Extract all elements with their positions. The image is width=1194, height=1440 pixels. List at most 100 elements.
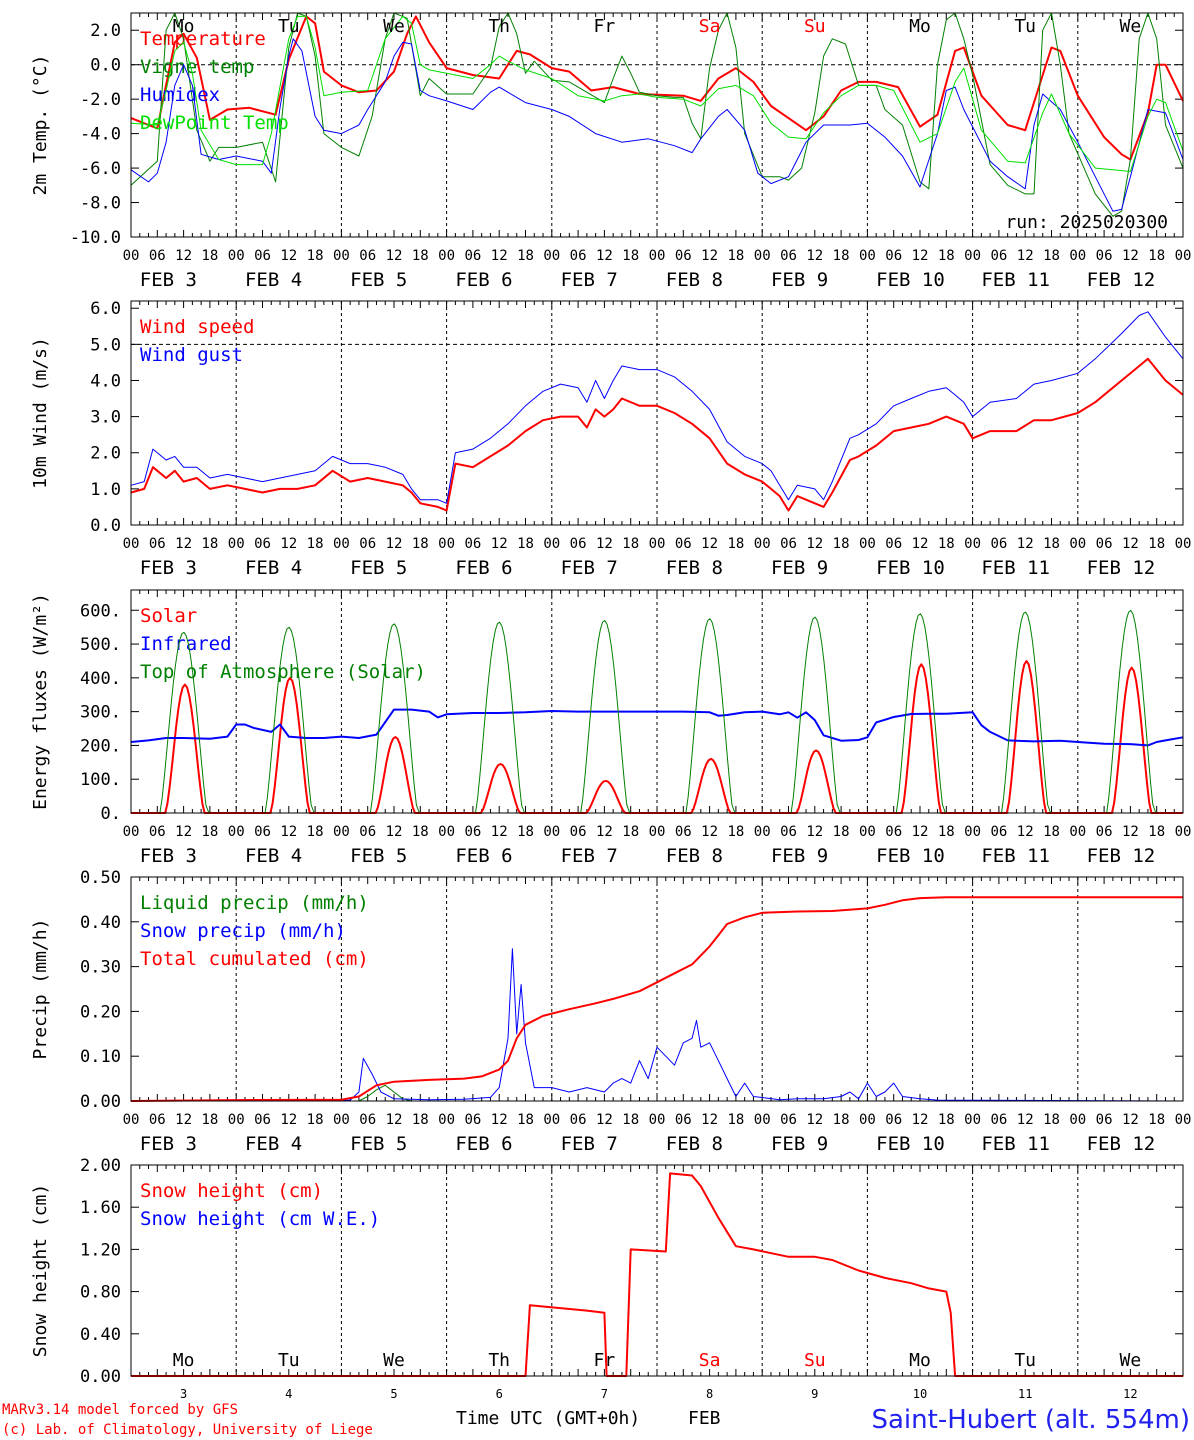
date-label: FEB 8 [666, 1133, 723, 1155]
panel-1: -10.0 -8.0 -6.0 -4.0 -2.0 0.0 2.0 2m Temp. (°C)… [30, 12, 1191, 291]
hour-label: 00 [543, 536, 560, 552]
hour-label: 00 [964, 824, 981, 840]
date-label: FEB 11 [981, 269, 1050, 291]
hour-label: 18 [307, 824, 324, 840]
month-label: FEB [688, 1408, 721, 1429]
hour-label: 18 [1148, 824, 1165, 840]
y-tick-label: 0.80 [80, 1283, 121, 1303]
y-tick-label: 2.0 [90, 21, 121, 41]
date-label: FEB 8 [666, 845, 723, 867]
weekday-label: Sa [699, 1350, 721, 1371]
hour-label: 06 [990, 824, 1007, 840]
y-tick-label: 300. [80, 703, 121, 723]
hour-label: 06 [149, 536, 166, 552]
date-label: FEB 8 [666, 269, 723, 291]
day-number: 8 [706, 1387, 713, 1401]
day-number: 5 [390, 1387, 397, 1401]
hour-label: 06 [254, 536, 271, 552]
hour-label: 12 [912, 248, 929, 264]
panel-2: 0.0 1.0 2.0 3.0 4.0 5.0 6.0 10m Wind (m/s) Wind … [30, 299, 1191, 579]
y-tick-label: 0.40 [80, 913, 121, 933]
date-label: FEB 4 [245, 557, 302, 579]
hour-label: 18 [622, 1112, 639, 1128]
hour-label: 18 [201, 1112, 218, 1128]
hour-label: 00 [859, 248, 876, 264]
legend-entry: Infrared [140, 633, 232, 655]
hour-label: 00 [228, 1112, 245, 1128]
date-label: FEB 5 [350, 1133, 407, 1155]
y-tick-label: 4.0 [90, 371, 121, 391]
series-line [130, 311, 1184, 504]
hour-label: 12 [912, 824, 929, 840]
date-label: FEB 11 [981, 1133, 1050, 1155]
y-tick-label: 0.50 [80, 868, 121, 888]
legend-entry: Snow height (cm) [140, 1180, 323, 1202]
series-line [131, 1084, 1183, 1102]
hour-label: 06 [359, 824, 376, 840]
hour-label: 06 [885, 536, 902, 552]
plot-frame [130, 12, 1184, 238]
weekday-label: Tu [1014, 1350, 1036, 1371]
hour-label: 00 [438, 536, 455, 552]
hour-label: 00 [333, 1112, 350, 1128]
panel-3: 0. 100. 200. 300. 400. 500. 600. Energy fluxes … [30, 589, 1191, 867]
hour-label: 18 [412, 1112, 429, 1128]
date-label: FEB 7 [561, 845, 618, 867]
hour-label: 06 [675, 824, 692, 840]
hour-label: 12 [596, 248, 613, 264]
model-credit: MARv3.14 model forced by GFS [2, 1402, 238, 1418]
y-axis-label: Energy fluxes (W/m²) [30, 593, 51, 810]
hour-label: 12 [1017, 824, 1034, 840]
hour-label: 12 [596, 536, 613, 552]
hour-label: 00 [754, 824, 771, 840]
date-label: FEB 10 [876, 269, 945, 291]
hour-label: 12 [386, 248, 403, 264]
hour-label: 06 [885, 824, 902, 840]
date-label: FEB 12 [1087, 1133, 1156, 1155]
legend-entry: Snow height (cm W.E.) [140, 1208, 380, 1230]
date-label: FEB 7 [561, 1133, 618, 1155]
hour-label: 00 [754, 248, 771, 264]
hour-label: 18 [727, 1112, 744, 1128]
hour-label: 18 [307, 536, 324, 552]
date-label: FEB 3 [140, 269, 197, 291]
hour-label: 00 [964, 1112, 981, 1128]
legend-entry: Temperature [140, 28, 266, 50]
hour-label: 12 [806, 536, 823, 552]
y-tick-label: 600. [80, 601, 121, 621]
legend-entry: Humidex [140, 84, 220, 106]
hour-label: 00 [333, 248, 350, 264]
date-label: FEB 12 [1087, 269, 1156, 291]
hour-label: 00 [543, 824, 560, 840]
hour-label: 18 [1148, 1112, 1165, 1128]
hour-label: 12 [491, 824, 508, 840]
hour-label: 18 [307, 248, 324, 264]
hour-label: 12 [1122, 536, 1139, 552]
hour-label: 06 [1096, 248, 1113, 264]
y-tick-label: -10.0 [70, 228, 121, 248]
hour-label: 06 [1096, 824, 1113, 840]
date-label: FEB 6 [455, 1133, 512, 1155]
hour-label: 06 [149, 248, 166, 264]
series-line [130, 15, 1184, 172]
hour-label: 00 [123, 1112, 140, 1128]
legend-entry: DewPoint Temp [140, 112, 289, 134]
hour-label: 18 [833, 248, 850, 264]
hour-label: 12 [701, 536, 718, 552]
hour-label: 06 [780, 248, 797, 264]
y-tick-label: 0.20 [80, 1002, 121, 1022]
day-number: 10 [913, 1387, 927, 1401]
hour-label: 06 [990, 1112, 1007, 1128]
hour-label: 06 [885, 1112, 902, 1128]
hour-label: 18 [412, 824, 429, 840]
hour-label: 06 [1096, 536, 1113, 552]
series-line [130, 708, 1184, 747]
hour-label: 00 [964, 248, 981, 264]
panel-4: 0.00 0.10 0.20 0.30 0.40 0.50 Precip (mm/h) Liq… [30, 868, 1191, 1155]
date-label: FEB 6 [455, 557, 512, 579]
hour-label: 12 [806, 1112, 823, 1128]
hour-label: 00 [649, 824, 666, 840]
hour-label: 00 [754, 1112, 771, 1128]
date-label: FEB 7 [561, 269, 618, 291]
y-tick-label: 0.40 [80, 1325, 121, 1345]
